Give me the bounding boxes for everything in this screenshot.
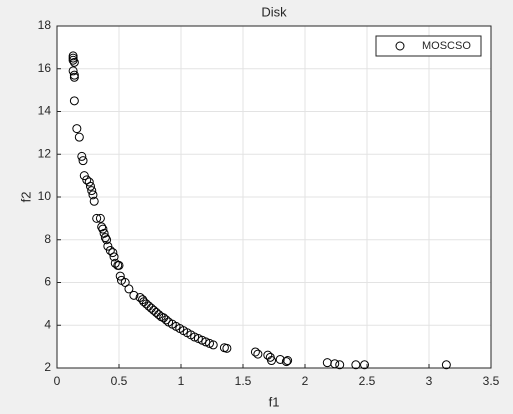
y-tick-label: 18: [38, 18, 52, 32]
point: [124, 284, 134, 294]
point: [102, 235, 112, 245]
point: [103, 241, 113, 251]
legend-label: MOSCSO: [422, 40, 471, 52]
y-tick-label: 8: [44, 232, 51, 246]
point: [441, 360, 451, 370]
point: [79, 171, 89, 181]
point: [161, 315, 171, 325]
point: [208, 340, 218, 350]
point: [283, 356, 293, 366]
point: [95, 213, 105, 223]
point: [68, 51, 78, 61]
x-tick-label: 2: [302, 374, 309, 388]
point: [360, 360, 370, 370]
x-axis-label: f1: [269, 394, 280, 409]
point: [78, 156, 88, 166]
y-tick-label: 2: [44, 360, 51, 374]
point: [74, 132, 84, 142]
point: [114, 260, 124, 270]
point: [87, 186, 97, 196]
point: [69, 96, 79, 106]
point: [99, 228, 109, 238]
point: [267, 356, 277, 366]
point: [77, 151, 87, 161]
point: [92, 213, 102, 223]
point: [335, 360, 345, 370]
y-tick-label: 12: [38, 146, 52, 160]
point: [88, 190, 98, 200]
point: [351, 360, 361, 370]
point: [68, 66, 78, 76]
point: [330, 359, 340, 369]
point: [109, 252, 119, 262]
y-tick-label: 16: [38, 61, 52, 75]
point: [250, 347, 260, 357]
x-tick-label: 0.5: [111, 374, 128, 388]
point: [100, 233, 110, 243]
y-tick-label: 14: [38, 104, 52, 118]
legend-marker: [395, 41, 405, 51]
point: [98, 224, 108, 234]
point: [253, 349, 263, 359]
point: [68, 53, 78, 63]
point: [108, 248, 118, 258]
x-tick-label: 3.5: [483, 374, 500, 388]
legend-box: [375, 35, 482, 57]
x-tick-label: 1: [178, 374, 185, 388]
point: [69, 72, 79, 82]
axes-box: [56, 25, 492, 369]
x-tick-label: 2.5: [359, 374, 376, 388]
point: [222, 343, 232, 353]
point: [69, 70, 79, 80]
point: [154, 310, 164, 320]
y-tick-label: 6: [44, 275, 51, 289]
point: [129, 290, 139, 300]
point: [72, 124, 82, 134]
point: [281, 357, 291, 367]
x-tick-label: 1.5: [235, 374, 252, 388]
x-tick-label: 3: [426, 374, 433, 388]
point: [84, 177, 94, 187]
point: [69, 57, 79, 67]
x-tick-label: 0: [54, 374, 61, 388]
point: [89, 196, 99, 206]
chart-title: Disk: [261, 4, 287, 19]
y-axis-label: f2: [18, 192, 33, 203]
point: [115, 271, 125, 281]
y-tick-label: 10: [38, 189, 52, 203]
point: [97, 222, 107, 232]
y-tick-label: 4: [44, 317, 51, 331]
point: [85, 181, 95, 191]
point: [68, 55, 78, 65]
